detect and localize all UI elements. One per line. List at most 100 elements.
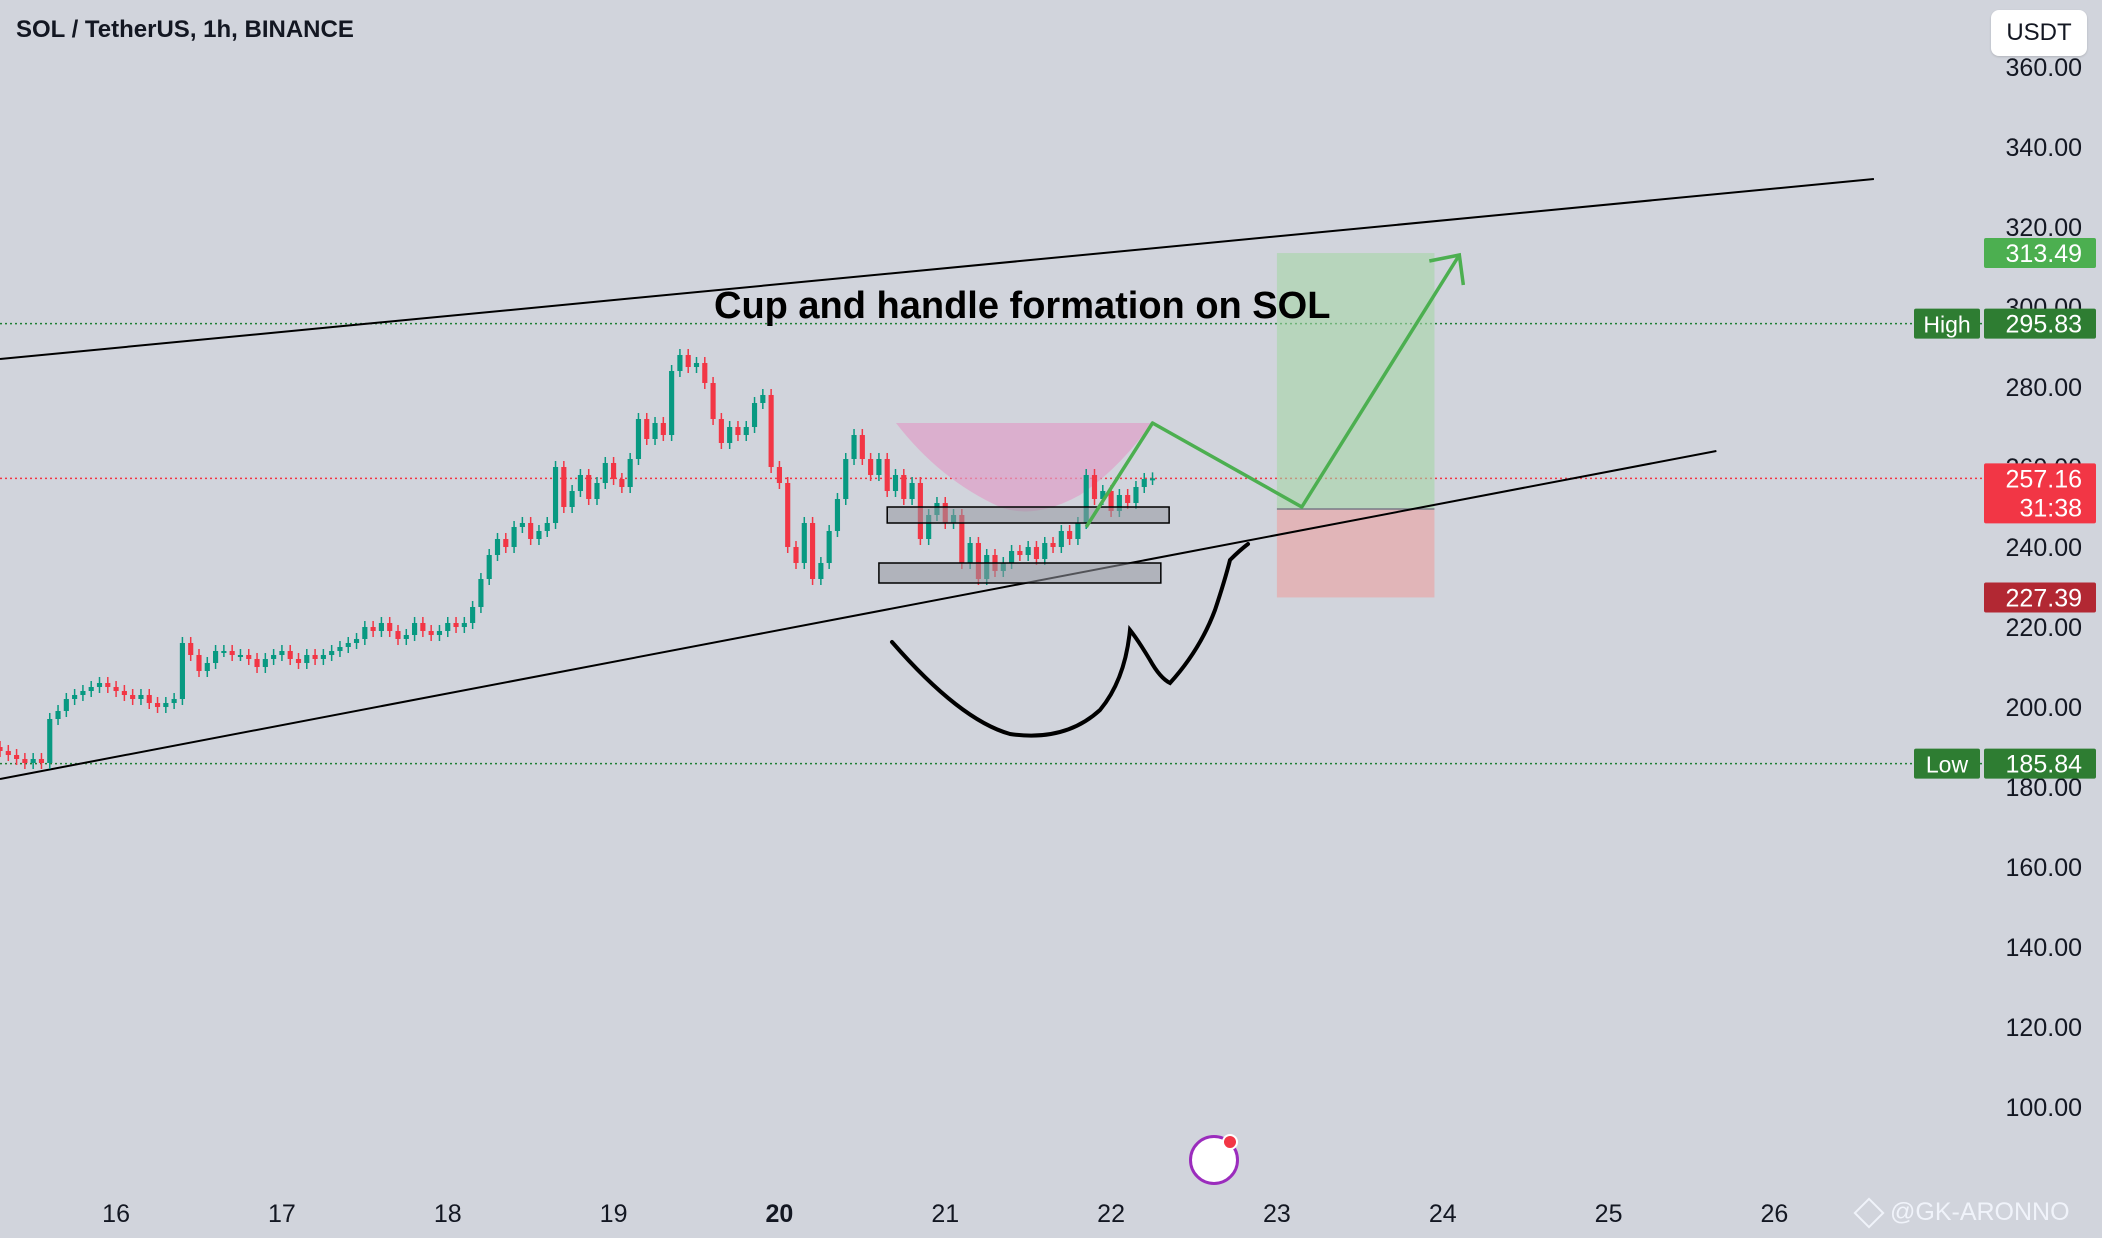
candle [909, 483, 915, 499]
candle [901, 475, 907, 499]
price-label: 257.16 [2006, 465, 2082, 493]
y-tick-label: 240.00 [2006, 534, 2082, 562]
candle [1009, 551, 1015, 563]
channel-lower-line [0, 450, 1717, 780]
candle [362, 627, 368, 639]
candle [710, 383, 716, 419]
candle [1133, 487, 1139, 503]
price-label-bg [1984, 582, 2096, 613]
y-tick-label: 200.00 [2006, 694, 2082, 722]
candle [727, 427, 733, 443]
candle [801, 523, 807, 563]
candle [826, 531, 832, 563]
candle [428, 631, 434, 635]
candle [1149, 478, 1156, 481]
candle [22, 759, 28, 763]
chart-title: Cup and handle formation on SOL [714, 285, 1330, 327]
candle [80, 691, 86, 695]
candle [378, 623, 384, 631]
candle [295, 659, 302, 663]
projection-arrowhead [1428, 252, 1466, 286]
candle [884, 459, 890, 491]
candle [1108, 491, 1114, 511]
candle [552, 467, 559, 523]
candle [395, 631, 401, 639]
candle [511, 527, 517, 547]
candle [47, 719, 53, 763]
x-tick-label: 16 [102, 1200, 130, 1228]
candle [0, 747, 3, 751]
x-tick-label: 20 [766, 1200, 794, 1228]
candle [320, 655, 326, 659]
currency-unit-button[interactable]: USDT [1991, 10, 2087, 56]
candle [1042, 543, 1048, 559]
price-countdown: 31:38 [2019, 494, 2082, 522]
candle [329, 651, 335, 655]
candle [1058, 531, 1064, 547]
candle [652, 423, 658, 439]
y-tick-label: 120.00 [2006, 1014, 2082, 1042]
candle [677, 355, 683, 371]
hand-drawn-cup-handle [890, 542, 1250, 738]
candle [536, 531, 542, 539]
y-tick-label: 100.00 [2006, 1094, 2082, 1122]
candle [304, 655, 310, 663]
candle [387, 623, 393, 631]
candle [818, 563, 824, 579]
price-label-bg [1984, 308, 2096, 339]
candle [1100, 491, 1106, 499]
candle [660, 423, 666, 435]
candle [229, 651, 235, 655]
price-tag-label: Low [1926, 752, 1969, 778]
candle [221, 651, 227, 653]
candle [528, 523, 534, 539]
price-label-bg [1984, 463, 2096, 524]
candle [370, 627, 376, 631]
y-tick-label: 160.00 [2006, 854, 2082, 882]
candle [254, 659, 260, 667]
candle [627, 459, 633, 487]
profit-zone [1276, 253, 1435, 509]
candle [702, 363, 708, 383]
candle [262, 659, 268, 667]
candle [1075, 523, 1081, 539]
candle [718, 419, 724, 443]
candle [478, 579, 484, 607]
candle [121, 691, 127, 695]
candle [868, 459, 874, 475]
candle [503, 539, 509, 547]
candle [55, 711, 61, 719]
candle [213, 651, 219, 663]
candle [494, 539, 501, 555]
candle [611, 463, 617, 479]
y-tick-label: 360.00 [2006, 54, 2082, 82]
y-tick-label: 140.00 [2006, 934, 2082, 962]
candle [130, 695, 136, 699]
x-tick-label: 19 [600, 1200, 628, 1228]
price-label-bg [1984, 238, 2096, 269]
candle [1083, 475, 1089, 523]
candle [163, 703, 169, 707]
candle [5, 751, 11, 755]
price-tag-label: High [1923, 312, 1970, 338]
candle [171, 699, 177, 703]
candle [544, 523, 550, 531]
candle [30, 759, 36, 763]
candle [279, 651, 285, 655]
support-box [886, 506, 1170, 524]
candle [146, 695, 152, 703]
candle [113, 687, 119, 691]
lightning-icon[interactable] [1189, 1134, 1239, 1185]
candle [412, 623, 418, 635]
candle [843, 459, 849, 499]
candle [345, 643, 351, 647]
diamond-icon [1853, 1197, 1885, 1229]
candle [851, 435, 857, 459]
candle [561, 467, 567, 507]
watermark-text: @GK-ARONNO [1890, 1198, 2070, 1226]
candle [602, 463, 608, 483]
candle [461, 623, 467, 627]
x-tick-label: 24 [1429, 1200, 1457, 1228]
candle [237, 655, 244, 657]
